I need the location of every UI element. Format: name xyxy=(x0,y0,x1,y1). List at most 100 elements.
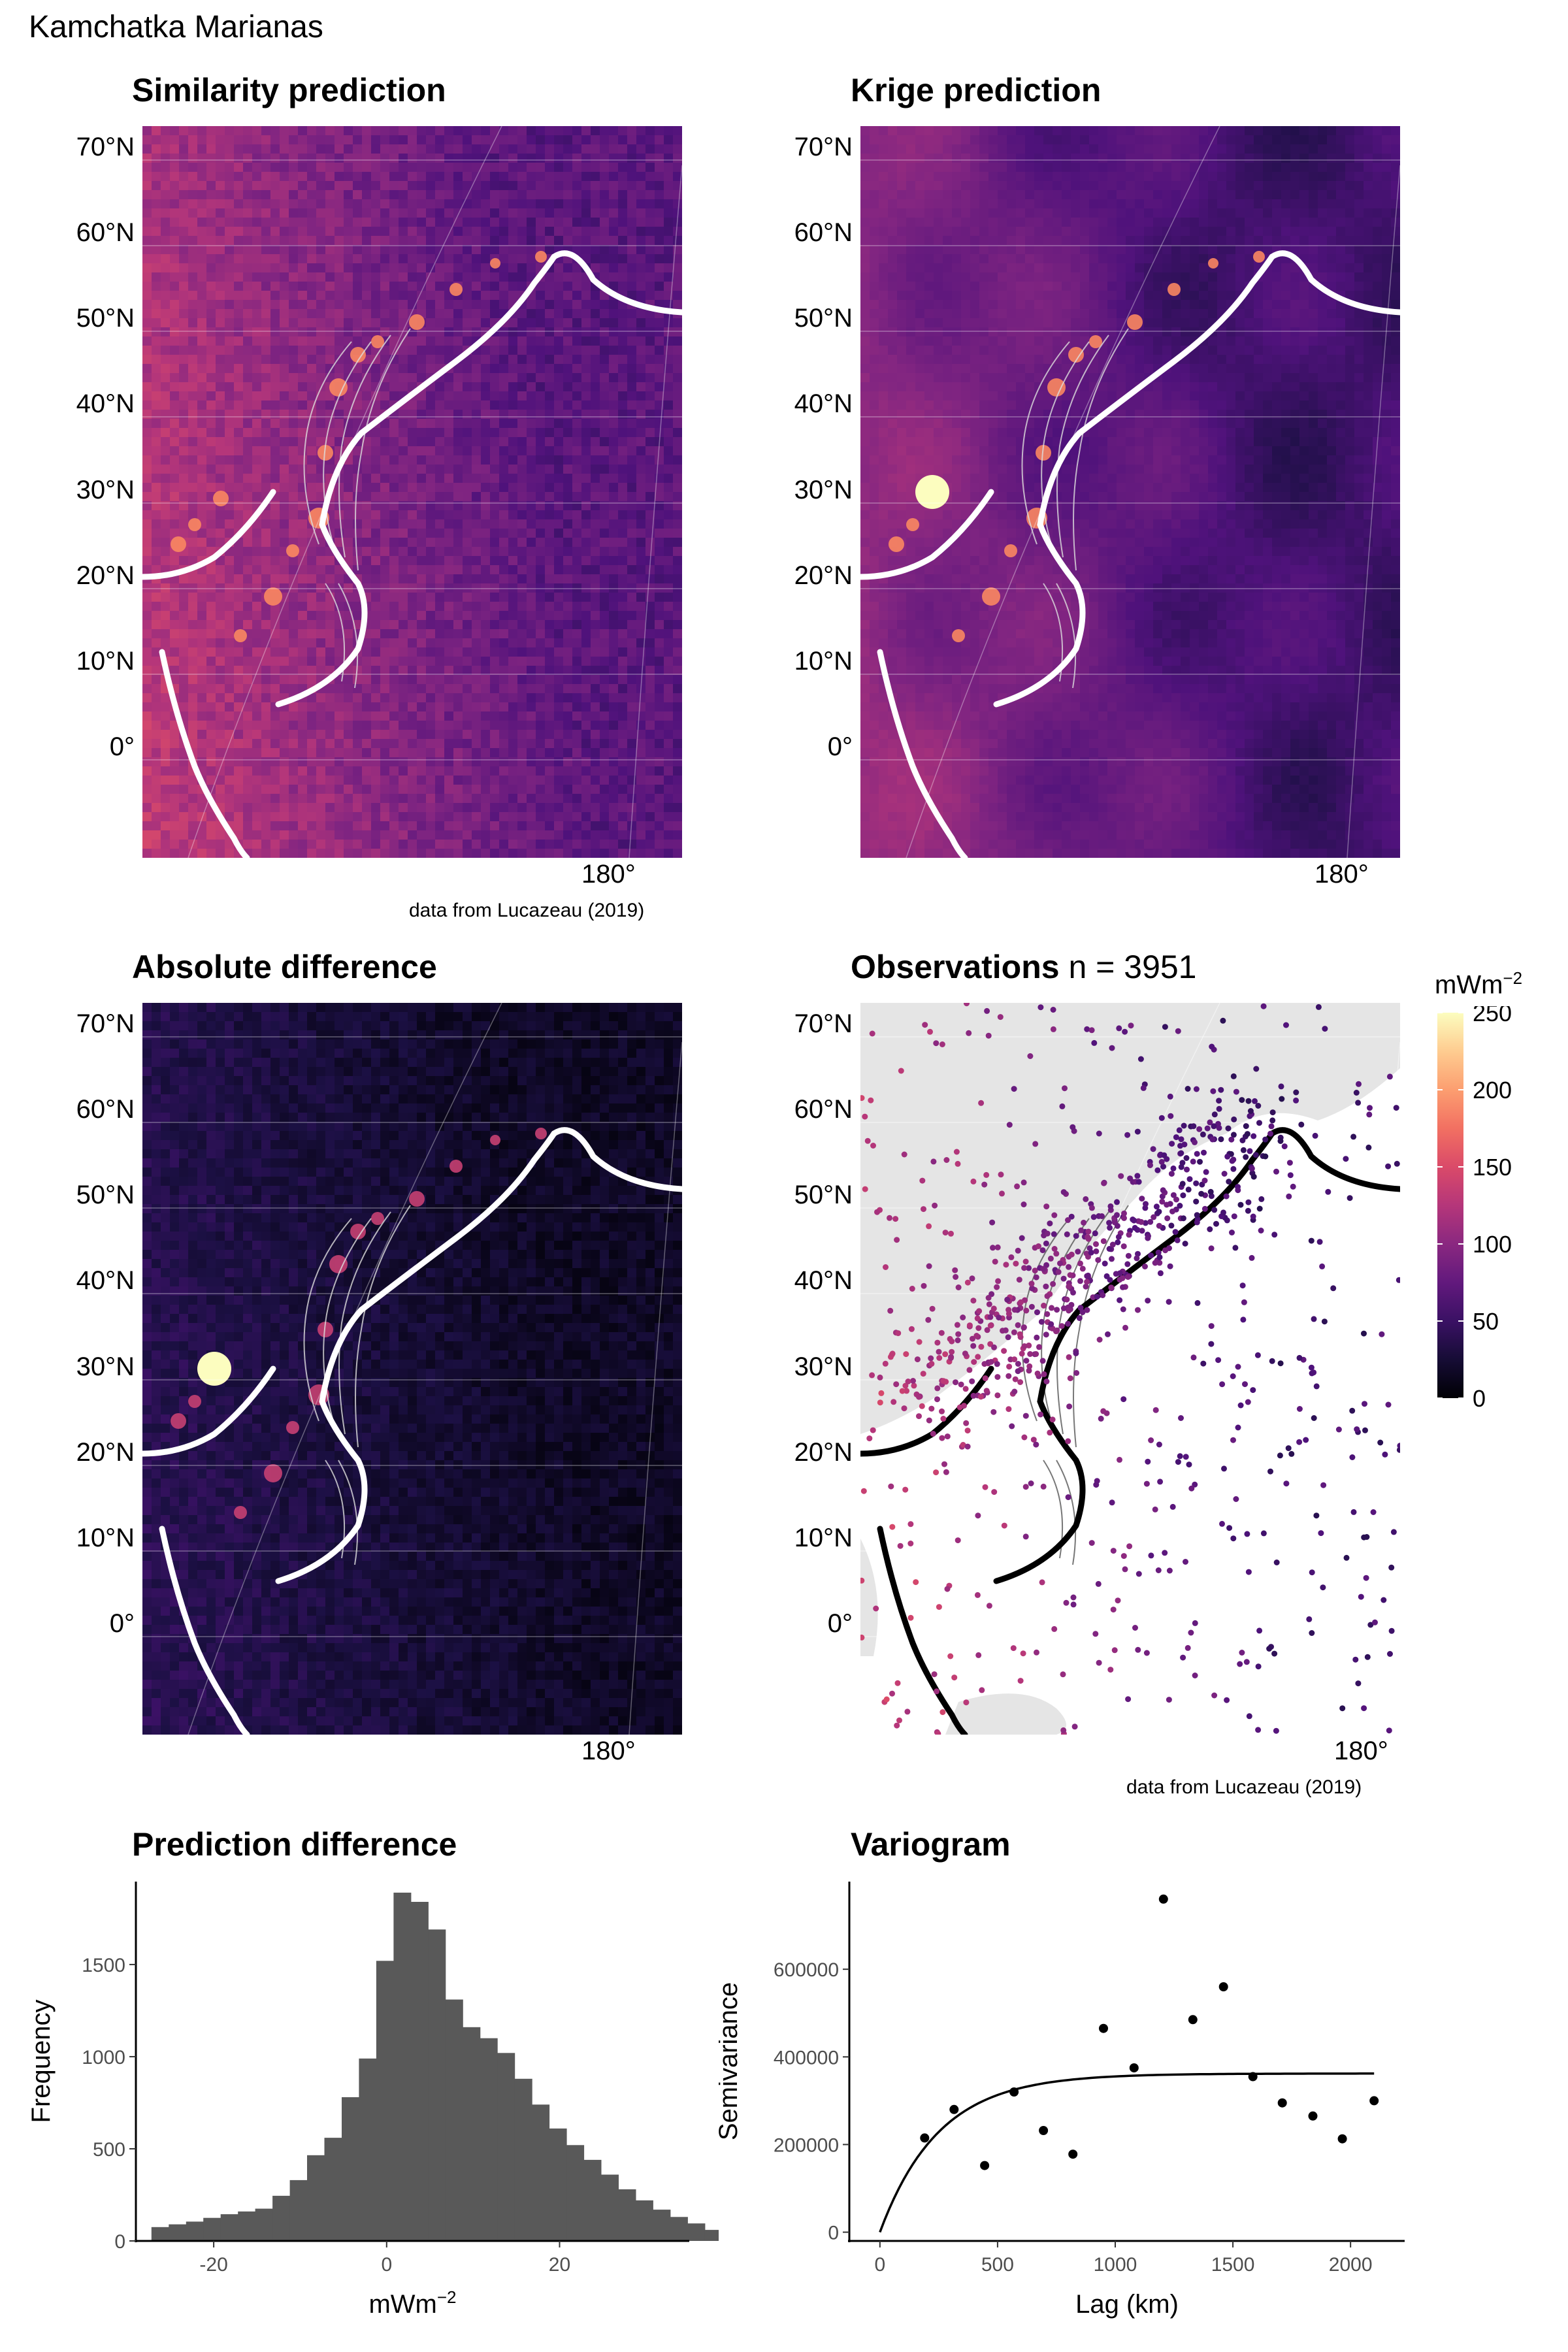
raster-cell xyxy=(1025,144,1035,154)
raster-cell xyxy=(362,794,372,804)
raster-cell xyxy=(591,199,600,209)
raster-cell xyxy=(645,254,655,264)
raster-cell xyxy=(289,657,299,666)
raster-cell xyxy=(234,218,244,227)
raster-cell xyxy=(645,190,655,200)
raster-cell xyxy=(463,208,472,218)
raster-cell xyxy=(490,739,500,749)
raster-cell xyxy=(499,574,509,584)
raster-cell xyxy=(188,684,198,694)
raster-cell xyxy=(344,675,353,685)
raster-cell xyxy=(545,355,555,365)
raster-cell xyxy=(280,519,289,529)
raster-cell xyxy=(545,602,555,612)
raster-cell xyxy=(325,346,335,355)
raster-cell xyxy=(490,455,500,465)
raster-cell xyxy=(399,236,408,246)
raster-cell xyxy=(408,474,417,483)
raster-cell xyxy=(197,126,207,136)
raster-cell xyxy=(481,629,491,639)
raster-cell xyxy=(591,830,600,840)
raster-cell xyxy=(142,492,152,502)
raster-cell xyxy=(316,291,326,301)
raster-cell xyxy=(270,181,280,191)
raster-cell xyxy=(408,739,417,749)
raster-cell xyxy=(408,702,417,712)
raster-cell xyxy=(344,766,353,776)
raster-cell xyxy=(609,144,619,154)
raster-cell xyxy=(270,465,280,474)
raster-cell xyxy=(298,218,308,227)
raster-cell xyxy=(371,282,381,291)
raster-cell xyxy=(673,721,682,730)
raster-cell xyxy=(463,593,472,602)
raster-cell xyxy=(435,400,445,410)
raster-cell xyxy=(572,849,582,858)
raster-cell xyxy=(298,675,308,685)
raster-cell xyxy=(860,144,870,154)
raster-cell xyxy=(335,163,344,172)
raster-cell xyxy=(380,190,390,200)
raster-cell xyxy=(316,236,326,246)
raster-cell xyxy=(655,757,664,767)
raster-cell xyxy=(188,163,198,172)
raster-cell xyxy=(335,346,344,355)
raster-cell xyxy=(197,803,207,813)
raster-cell xyxy=(572,583,582,593)
hotspot-8 xyxy=(286,544,299,557)
raster-cell xyxy=(152,647,161,657)
raster-cell xyxy=(600,830,610,840)
raster-cell xyxy=(527,154,536,163)
raster-cell xyxy=(536,154,546,163)
raster-cell xyxy=(499,684,509,694)
raster-cell xyxy=(206,382,216,392)
raster-cell xyxy=(924,126,934,136)
raster-cell xyxy=(673,593,682,602)
raster-cell xyxy=(197,327,207,337)
raster-cell xyxy=(664,574,674,584)
raster-cell xyxy=(1062,154,1071,163)
raster-cell xyxy=(1373,135,1382,145)
raster-cell xyxy=(325,629,335,639)
raster-cell xyxy=(618,400,628,410)
raster-cell xyxy=(527,574,536,584)
raster-cell xyxy=(481,684,491,694)
raster-cell xyxy=(289,483,299,493)
raster-cell xyxy=(243,803,253,813)
raster-cell xyxy=(161,766,171,776)
raster-cell xyxy=(609,538,619,547)
raster-cell xyxy=(417,501,427,511)
raster-cell xyxy=(188,583,198,593)
raster-cell xyxy=(481,346,491,355)
raster-cell xyxy=(142,776,152,785)
raster-cell xyxy=(435,821,445,831)
raster-cell xyxy=(545,154,555,163)
raster-cell xyxy=(463,172,472,182)
raster-cell xyxy=(545,318,555,328)
raster-cell xyxy=(353,519,363,529)
raster-cell xyxy=(152,556,161,566)
raster-cell xyxy=(490,684,500,694)
raster-cell xyxy=(627,135,637,145)
raster-cell xyxy=(517,519,527,529)
raster-cell xyxy=(463,840,472,849)
raster-cell xyxy=(472,218,482,227)
raster-cell xyxy=(280,254,289,264)
raster-cell xyxy=(399,629,408,639)
raster-cell xyxy=(161,190,171,200)
raster-cell xyxy=(545,227,555,237)
raster-cell xyxy=(399,812,408,822)
raster-cell xyxy=(234,437,244,447)
raster-cell xyxy=(206,172,216,182)
raster-cell xyxy=(444,437,454,447)
raster-cell xyxy=(344,190,353,200)
raster-cell xyxy=(225,263,235,273)
raster-cell xyxy=(645,355,655,365)
raster-cell xyxy=(636,428,646,438)
raster-cell xyxy=(243,675,253,685)
raster-cell xyxy=(261,437,271,447)
raster-cell xyxy=(645,803,655,813)
raster-cell xyxy=(554,327,564,337)
raster-cell xyxy=(554,748,564,758)
raster-cell xyxy=(490,510,500,520)
